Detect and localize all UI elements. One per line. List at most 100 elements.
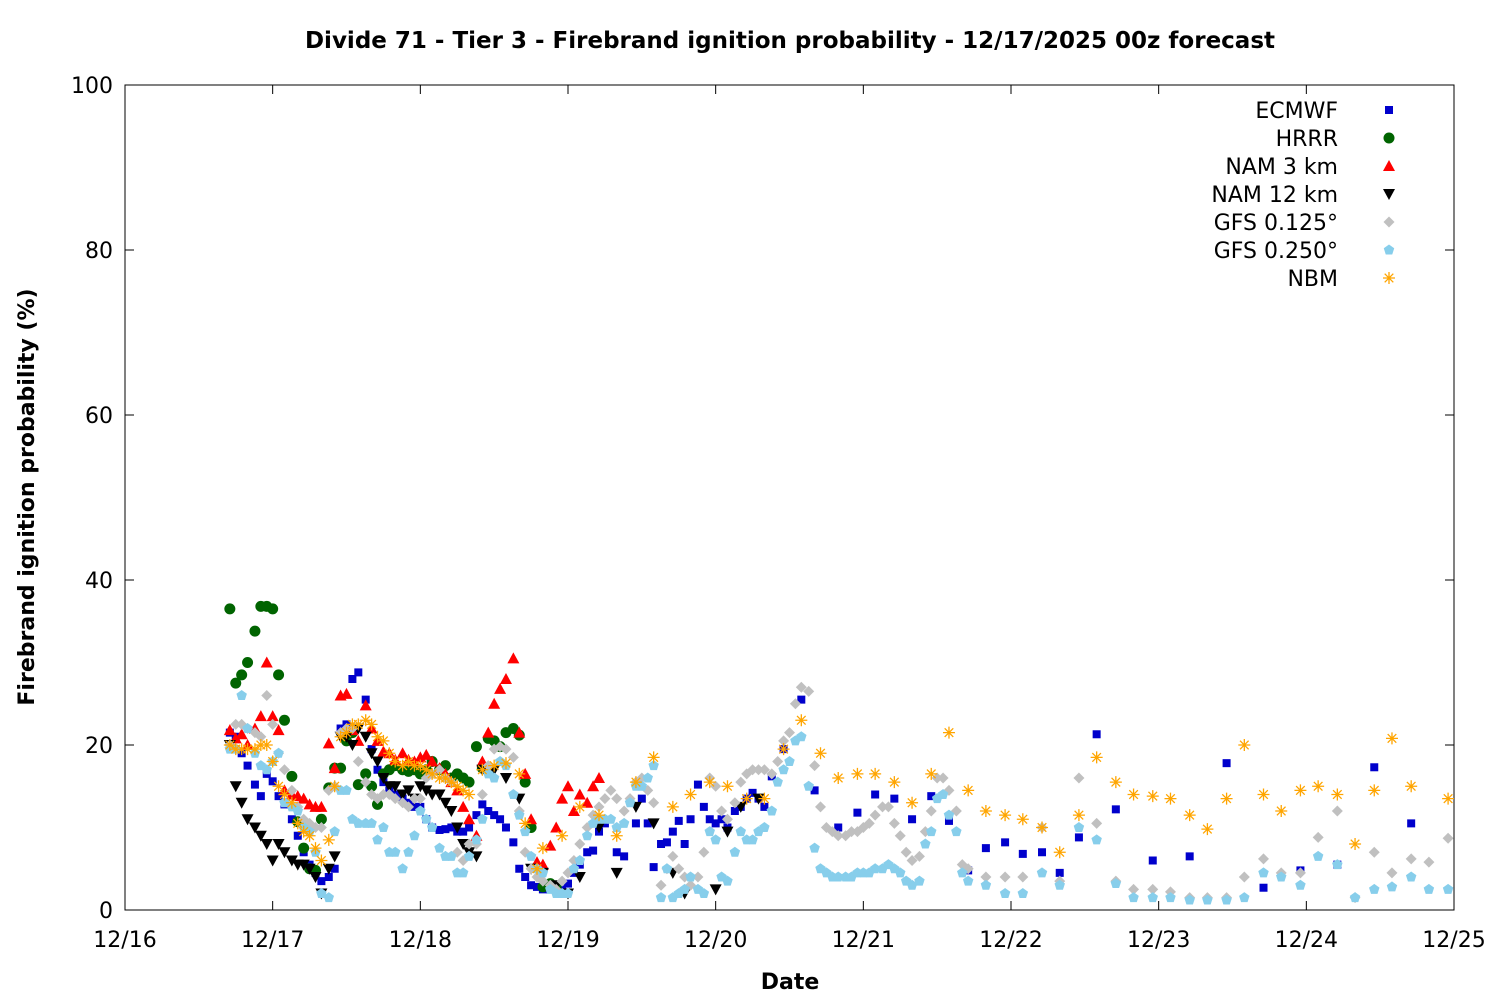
data-point — [1036, 821, 1049, 834]
data-point — [698, 846, 710, 858]
data-point — [1164, 792, 1177, 805]
data-point — [236, 690, 247, 700]
data-point — [900, 846, 912, 858]
data-point — [309, 872, 322, 883]
series-gfs-0-250 — [224, 690, 1454, 905]
data-point — [389, 781, 402, 793]
data-point — [778, 735, 790, 747]
data-point — [360, 776, 372, 788]
legend-label: GFS 0.250° — [1214, 239, 1338, 264]
data-point — [661, 863, 673, 874]
data-point — [266, 710, 279, 722]
data-point — [236, 669, 248, 681]
data-point — [833, 871, 844, 882]
data-point — [389, 755, 402, 768]
data-point — [1295, 879, 1306, 890]
data-point — [1332, 859, 1343, 870]
data-point — [463, 838, 475, 850]
data-point — [962, 784, 975, 797]
data-point — [999, 871, 1011, 883]
data-point — [895, 867, 906, 878]
data-point — [372, 834, 383, 845]
data-point — [556, 792, 569, 804]
data-point — [913, 850, 925, 862]
data-point — [908, 815, 917, 824]
data-point — [927, 792, 936, 801]
data-point — [1275, 805, 1288, 817]
data-point — [1185, 852, 1194, 861]
data-point — [421, 813, 432, 824]
data-point — [250, 780, 259, 789]
data-point — [962, 875, 974, 886]
data-point — [888, 776, 901, 789]
data-point — [268, 777, 277, 786]
data-point — [1054, 879, 1065, 890]
data-point — [573, 788, 586, 800]
data-point — [655, 892, 667, 903]
data-point — [877, 801, 889, 813]
data-point — [679, 883, 690, 894]
data-point — [692, 871, 704, 883]
data-point — [463, 850, 475, 861]
data-point — [500, 743, 512, 755]
data-point — [315, 813, 327, 825]
data-point — [371, 730, 384, 743]
data-point — [537, 867, 549, 878]
data-point — [278, 788, 291, 801]
data-point — [426, 755, 439, 767]
data-point — [249, 625, 261, 637]
data-point — [1294, 784, 1307, 797]
data-point — [999, 809, 1012, 822]
data-point — [488, 697, 501, 709]
legend-marker — [1383, 272, 1395, 284]
data-point — [537, 875, 549, 887]
data-point — [457, 867, 469, 878]
x-tick-label: 12/16 — [93, 928, 156, 953]
legend-label: HRRR — [1276, 127, 1338, 152]
data-point — [647, 818, 660, 830]
data-point — [673, 863, 685, 875]
data-point — [513, 767, 526, 780]
data-point — [809, 842, 820, 853]
data-point — [286, 770, 298, 782]
chart-title: Divide 71 - Tier 3 - Firebrand ignition … — [304, 28, 1276, 54]
data-point — [507, 751, 519, 763]
y-tick-label: 20 — [85, 734, 113, 759]
data-point — [278, 714, 290, 726]
data-point — [1312, 780, 1325, 793]
data-point — [403, 846, 414, 857]
data-point — [1053, 846, 1066, 859]
data-point — [509, 838, 518, 847]
data-point — [267, 603, 279, 615]
data-point — [573, 872, 586, 883]
data-point — [525, 850, 537, 861]
data-point — [426, 767, 439, 780]
data-point — [515, 864, 524, 873]
data-point — [1016, 813, 1029, 826]
data-point — [316, 888, 327, 898]
legend-label: NBM — [1287, 267, 1338, 292]
data-point — [322, 737, 335, 749]
data-point — [409, 830, 420, 841]
data-point — [519, 817, 532, 830]
data-point — [477, 813, 488, 824]
data-point — [999, 888, 1011, 898]
data-point — [610, 867, 623, 879]
data-point — [352, 718, 365, 731]
data-point — [457, 800, 470, 812]
data-point — [657, 840, 666, 848]
data-point — [451, 822, 464, 834]
data-point — [925, 767, 938, 780]
data-point — [758, 792, 771, 805]
data-point — [261, 690, 273, 701]
legend-label: NAM 3 km — [1225, 155, 1338, 180]
data-point — [1423, 856, 1435, 868]
data-point — [223, 739, 236, 751]
data-point — [334, 730, 347, 743]
data-point — [1238, 871, 1250, 883]
data-point — [365, 748, 378, 760]
data-point — [574, 855, 586, 865]
x-tick-label: 12/22 — [979, 928, 1042, 953]
data-point — [869, 809, 881, 821]
data-point — [241, 743, 254, 756]
